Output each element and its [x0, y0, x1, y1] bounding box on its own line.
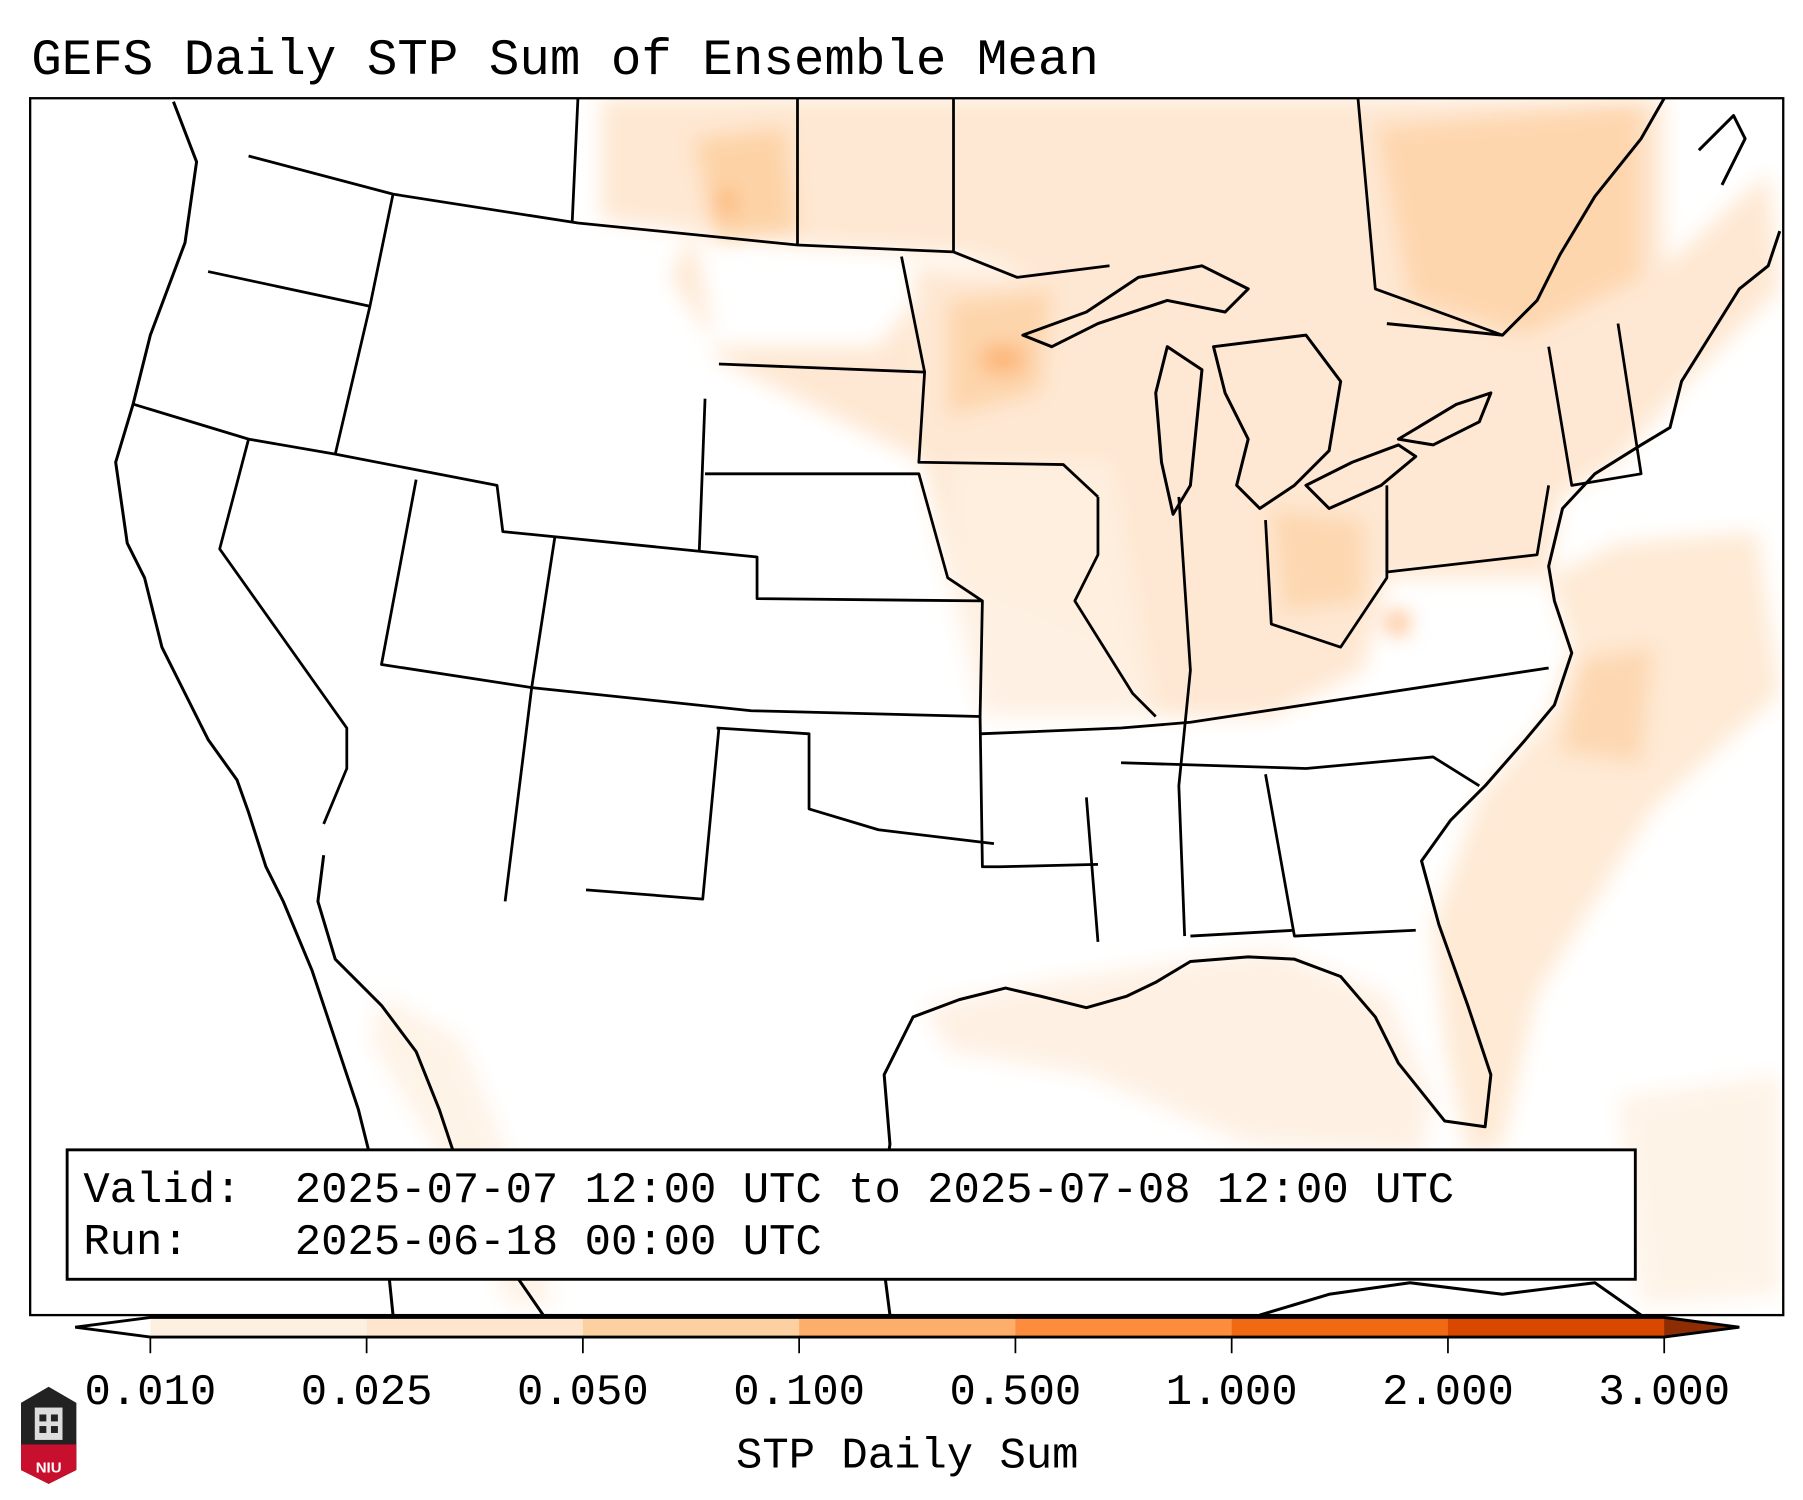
info-box: Valid: 2025-07-07 12:00 UTC to 2025-07-0…: [65, 1148, 1637, 1281]
colorbar-segment: [366, 1317, 584, 1338]
colorbar-ticks: 0.010 0.025 0.050 0.100 0.500 1.000 2.00…: [84, 1368, 1730, 1418]
colorbar-segment: [1231, 1317, 1449, 1338]
stp-shading: [369, 98, 1780, 1306]
valid-label: Valid:: [83, 1166, 241, 1216]
colorbar-label: STP Daily Sum: [736, 1432, 1079, 1482]
great-lakes: [1021, 264, 1493, 516]
colorbar-tick-label: 3.000: [1598, 1368, 1730, 1418]
colorbar-segment: [150, 1317, 368, 1338]
run-label: Run:: [83, 1218, 188, 1268]
niu-logo-text: NIU: [36, 1459, 62, 1476]
colorbar-under-extension: [75, 1317, 151, 1338]
colorbar-tick-label: 0.010: [84, 1368, 216, 1418]
page-title: GEFS Daily STP Sum of Ensemble Mean: [31, 33, 1099, 90]
coastlines: [114, 98, 1782, 1316]
colorbar-tick-label: 0.100: [733, 1368, 865, 1418]
colorbar-segment: [1015, 1317, 1233, 1338]
colorbar: [75, 1315, 1740, 1354]
run-value: 2025-06-18 00:00 UTC: [295, 1218, 822, 1268]
colorbar-segment: [582, 1317, 800, 1338]
colorbar-segment: [1447, 1317, 1665, 1338]
colorbar-tick-label: 1.000: [1166, 1368, 1298, 1418]
colorbar-tick-label: 0.500: [950, 1368, 1082, 1418]
colorbar-over-extension: [1664, 1317, 1740, 1338]
niu-logo: NIU: [20, 1386, 77, 1484]
valid-value: 2025-07-07 12:00 UTC to 2025-07-08 12:00…: [295, 1166, 1454, 1216]
state-borders: [133, 98, 1643, 942]
map-panel: [30, 98, 1784, 1316]
colorbar-segment: [799, 1317, 1016, 1338]
colorbar-tick-label: 0.050: [517, 1368, 649, 1418]
colorbar-tick-label: 0.025: [301, 1368, 433, 1418]
map-frame: [29, 97, 1785, 1317]
colorbar-tick-label: 2.000: [1382, 1368, 1514, 1418]
